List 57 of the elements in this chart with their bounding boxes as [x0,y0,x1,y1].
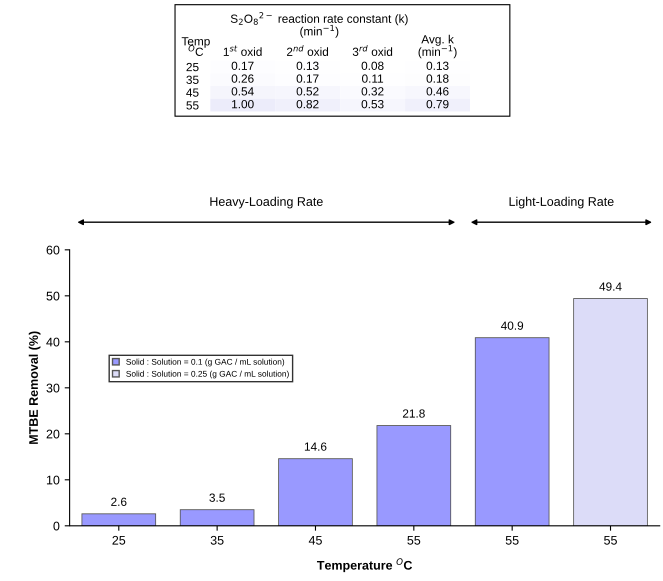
bar [474,337,550,526]
text: Light-Loading Rate [510,196,614,208]
data-label: 0.32 [362,87,384,96]
x-tick-label: 3$^{rd}$ oxid [352,45,392,56]
x-tick-label: 55 [604,536,617,545]
y-tick-label: 45 [186,88,199,97]
y-tick-label: 25 [186,62,199,72]
bar [573,298,648,526]
data-label: 0.52 [296,87,319,96]
data-label: 0.53 [362,100,384,108]
bar [278,458,353,526]
y-tick-label: 50 [46,292,60,300]
data-label: 2.6 [111,498,126,506]
bar [376,425,452,526]
data-label: 0.17 [296,74,319,83]
data-label: 1.00 [232,100,254,108]
bar [180,509,254,526]
data-label: 0.13 [426,62,449,70]
y-tick-label: 10 [46,476,60,484]
data-label: 0.26 [232,74,254,83]
data-label: 0.54 [232,87,254,96]
x-tick-label: 2$^{nd}$ oxid [286,45,328,56]
x-tick-label: 35 [210,536,224,545]
data-label: 49.4 [599,282,622,291]
y-axis-title: Temp $^{O}$C [182,37,210,56]
data-label: 40.9 [500,321,524,330]
x-tick-label: 1$^{st}$ oxid [224,46,262,56]
legend-label: Solid : Solution = 0.1 (g GAC / mL solution) [126,358,284,366]
y-tick-label: 60 [46,246,60,254]
data-label: 0.18 [426,74,449,83]
chart-title: S$_{2}$O$_{8}$$^{2−}$ reaction rate constant (k) (min$^{−1}$) [230,12,408,38]
legend-label: Solid : Solution = 0.25 (g GAC / mL solution) [126,370,289,378]
x-tick-label: 45 [308,536,322,545]
x-tick-label: 25 [112,536,126,545]
data-label: 3.5 [209,493,225,502]
data-label: 0.17 [232,62,254,70]
y-tick-label: 40 [46,338,60,346]
text: Heavy-Loading Rate [210,196,323,208]
x-tick-label: 55 [407,536,420,545]
x-tick-label: 55 [506,536,519,545]
data-label: 0.13 [296,62,319,70]
y-axis-title: MTBE Removal (%) [28,331,40,444]
y-tick-label: 55 [186,101,199,110]
x-axis-title: Temperature $^{O}$C [316,558,412,572]
data-label: 0.11 [362,74,384,83]
bar [81,513,156,526]
data-label: 0.82 [296,100,319,108]
y-tick-label: 20 [46,430,60,438]
x-tick-label: Avg. k (min$^{−1}$) [418,34,457,58]
data-label: 14.6 [304,442,326,451]
y-tick-label: 35 [186,76,199,84]
data-label: 21.8 [402,409,425,418]
y-tick-label: 0 [53,522,60,530]
data-label: 0.46 [426,87,449,96]
data-label: 0.08 [362,62,384,70]
y-tick-label: 30 [46,384,60,392]
data-label: 0.79 [426,100,449,108]
